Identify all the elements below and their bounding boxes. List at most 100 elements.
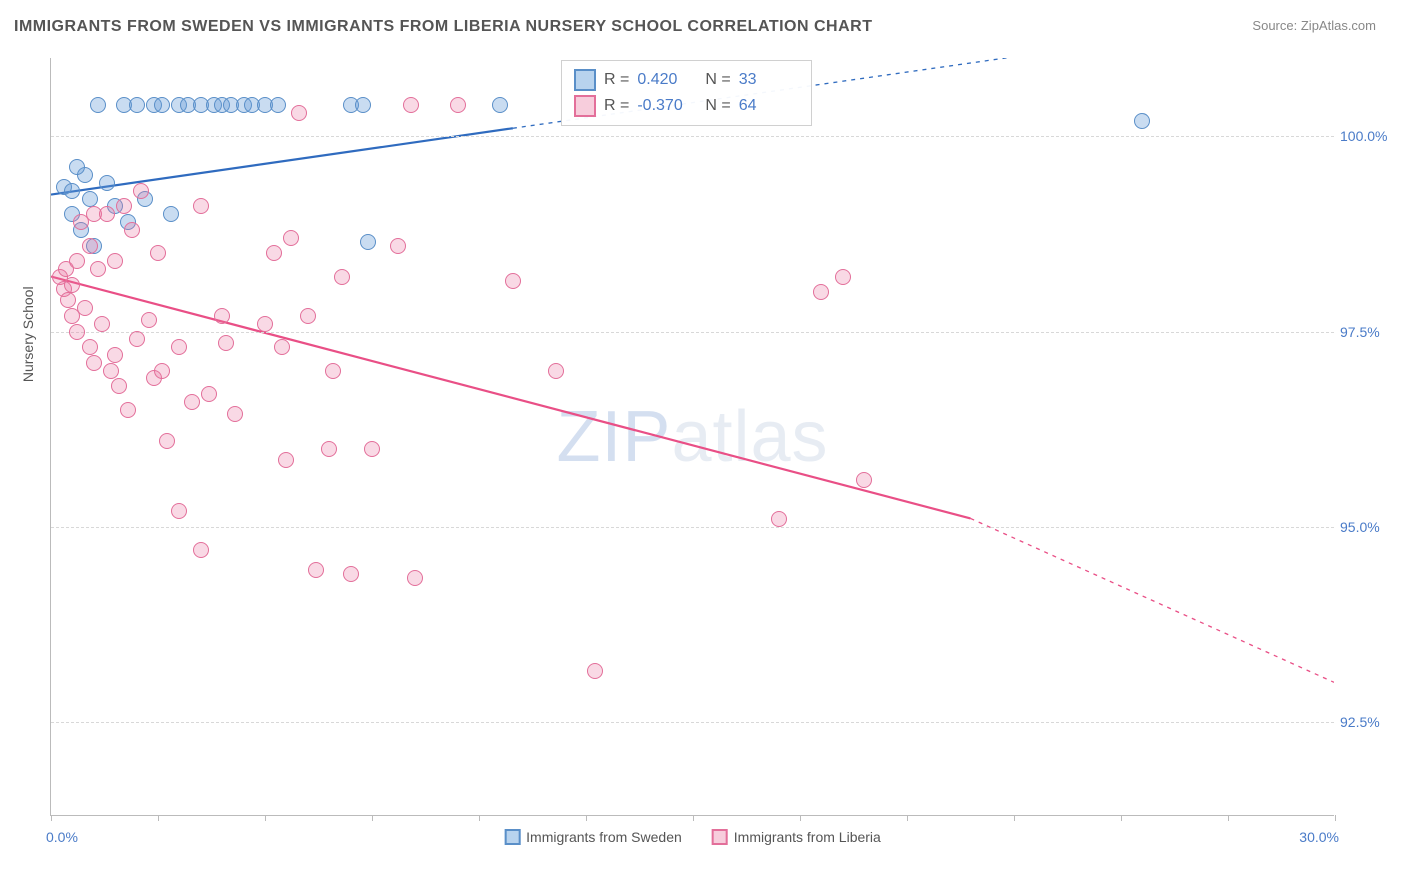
scatter-point — [300, 308, 316, 324]
scatter-point — [154, 97, 170, 113]
scatter-point — [69, 324, 85, 340]
scatter-point — [492, 97, 508, 113]
x-axis-min-label: 0.0% — [46, 829, 78, 845]
scatter-point — [107, 347, 123, 363]
scatter-point — [82, 238, 98, 254]
x-tick — [800, 815, 801, 821]
n-value: 33 — [739, 71, 799, 89]
scatter-point — [214, 308, 230, 324]
scatter-point — [227, 406, 243, 422]
scatter-point — [360, 234, 376, 250]
stats-legend: R =0.420N =33R =-0.370N =64 — [561, 60, 812, 126]
watermark: ZIPatlas — [556, 396, 828, 478]
legend-swatch — [504, 829, 520, 845]
scatter-point — [82, 339, 98, 355]
stats-legend-row: R = -0.370 N = 64 — [574, 93, 799, 119]
scatter-point — [82, 191, 98, 207]
watermark-zip: ZIP — [556, 397, 671, 477]
y-axis-title: Nursery School — [20, 286, 36, 382]
r-label: R = — [604, 71, 629, 89]
scatter-point — [116, 198, 132, 214]
scatter-point — [505, 273, 521, 289]
scatter-point — [129, 331, 145, 347]
x-tick — [265, 815, 266, 821]
scatter-point — [291, 105, 307, 121]
trend-lines-svg — [51, 58, 1334, 815]
scatter-point — [308, 562, 324, 578]
scatter-point — [274, 339, 290, 355]
n-label: N = — [705, 71, 730, 89]
legend-label: Immigrants from Sweden — [526, 829, 682, 845]
y-tick-label: 95.0% — [1340, 519, 1392, 535]
x-tick — [907, 815, 908, 821]
scatter-point — [124, 222, 140, 238]
stats-legend-row: R =0.420N =33 — [574, 67, 799, 93]
scatter-point — [835, 269, 851, 285]
scatter-point — [343, 566, 359, 582]
x-tick — [693, 815, 694, 821]
scatter-point — [129, 97, 145, 113]
x-axis-max-label: 30.0% — [1299, 829, 1339, 845]
x-tick — [479, 815, 480, 821]
scatter-point — [218, 335, 234, 351]
scatter-point — [163, 206, 179, 222]
scatter-point — [403, 97, 419, 113]
x-tick — [1228, 815, 1229, 821]
scatter-point — [407, 570, 423, 586]
scatter-point — [171, 339, 187, 355]
scatter-point — [193, 542, 209, 558]
scatter-point — [450, 97, 466, 113]
watermark-atlas: atlas — [671, 397, 828, 477]
scatter-point — [270, 97, 286, 113]
x-tick — [586, 815, 587, 821]
scatter-point — [266, 245, 282, 261]
y-tick-label: 97.5% — [1340, 324, 1392, 340]
scatter-point — [201, 386, 217, 402]
r-label: R = — [604, 97, 629, 115]
scatter-point — [107, 253, 123, 269]
scatter-point — [99, 175, 115, 191]
scatter-point — [111, 378, 127, 394]
source-label: Source: ZipAtlas.com — [1252, 18, 1376, 33]
scatter-point — [283, 230, 299, 246]
legend-swatch — [574, 69, 596, 91]
scatter-point — [133, 183, 149, 199]
bottom-legend: Immigrants from Sweden Immigrants from Li… — [504, 829, 881, 845]
source-name: ZipAtlas.com — [1301, 18, 1376, 33]
source-prefix: Source: — [1252, 18, 1297, 33]
scatter-point — [390, 238, 406, 254]
scatter-point — [813, 284, 829, 300]
scatter-point — [1134, 113, 1150, 129]
scatter-point — [141, 312, 157, 328]
x-tick — [158, 815, 159, 821]
x-tick — [51, 815, 52, 821]
n-value: 64 — [739, 97, 799, 115]
scatter-point — [94, 316, 110, 332]
legend-label: Immigrants from Liberia — [734, 829, 881, 845]
r-value: -0.370 — [637, 97, 697, 115]
scatter-point — [321, 441, 337, 457]
scatter-point — [69, 159, 85, 175]
scatter-point — [257, 316, 273, 332]
scatter-point — [90, 261, 106, 277]
gridline — [51, 527, 1334, 528]
scatter-point — [771, 511, 787, 527]
scatter-point — [193, 198, 209, 214]
scatter-point — [548, 363, 564, 379]
scatter-point — [587, 663, 603, 679]
legend-swatch — [574, 95, 596, 117]
scatter-point — [120, 402, 136, 418]
scatter-point — [77, 300, 93, 316]
trend-line — [51, 128, 513, 194]
scatter-point — [334, 269, 350, 285]
n-label: N = — [705, 97, 730, 115]
gridline — [51, 332, 1334, 333]
scatter-point — [171, 503, 187, 519]
scatter-point — [154, 363, 170, 379]
x-tick — [1121, 815, 1122, 821]
y-tick-label: 92.5% — [1340, 714, 1392, 730]
scatter-point — [90, 97, 106, 113]
scatter-point — [64, 277, 80, 293]
scatter-point — [60, 292, 76, 308]
scatter-point — [184, 394, 200, 410]
